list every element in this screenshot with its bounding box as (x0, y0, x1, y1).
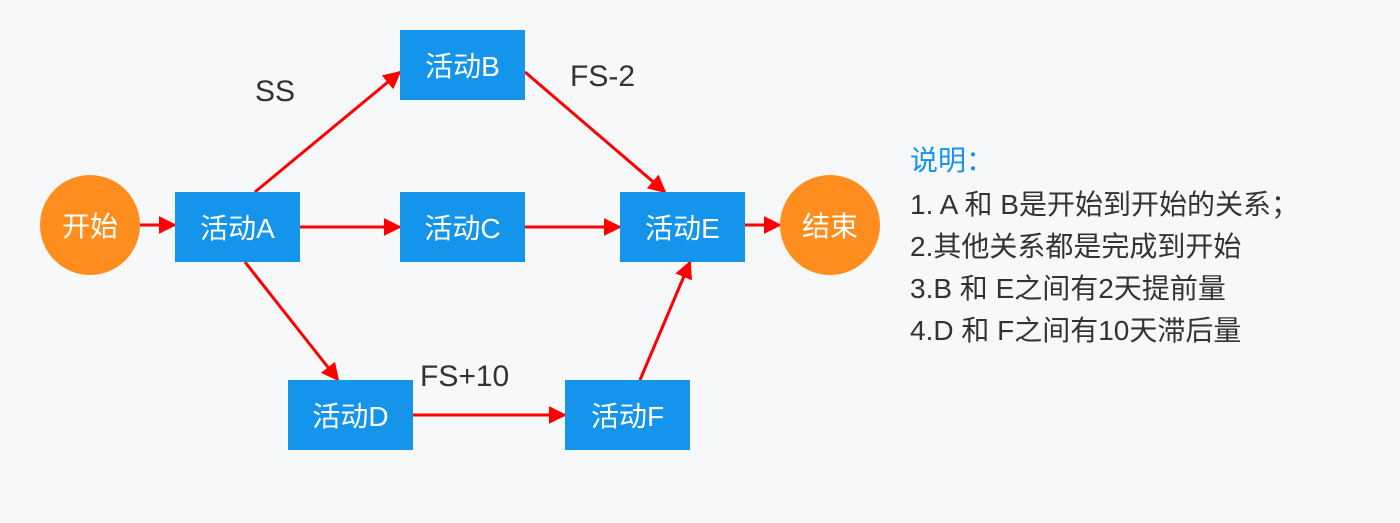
edge-label-fs-minus-2: FS-2 (570, 60, 635, 94)
node-activity-f-label: 活动F (591, 395, 664, 435)
notes-block: 说明： 1. A 和 B是开始到开始的关系； 2.其他关系都是完成到开始 3.B… (910, 140, 1299, 352)
notes-title: 说明： (910, 140, 1299, 182)
node-activity-f: 活动F (565, 380, 690, 450)
node-activity-e: 活动E (620, 192, 745, 262)
node-end-label: 结束 (802, 205, 858, 245)
notes-item-2: 2.其他关系都是完成到开始 (910, 226, 1299, 268)
node-activity-b-label: 活动B (425, 45, 500, 85)
diagram-canvas: 开始 结束 活动A 活动B 活动C 活动D 活动E 活动F SS FS-2 FS… (0, 0, 1400, 523)
node-activity-d-label: 活动D (312, 395, 388, 435)
node-activity-d: 活动D (288, 380, 413, 450)
notes-item-1: 1. A 和 B是开始到开始的关系； (910, 184, 1299, 226)
node-activity-a: 活动A (175, 192, 300, 262)
notes-item-4: 4.D 和 F之间有10天滞后量 (910, 310, 1299, 352)
node-start-label: 开始 (62, 205, 118, 245)
node-start: 开始 (40, 175, 140, 275)
node-activity-c-label: 活动C (424, 207, 500, 247)
edge-label-ss: SS (255, 75, 295, 109)
notes-item-3: 3.B 和 E之间有2天提前量 (910, 268, 1299, 310)
edge-label-fs-plus-10: FS+10 (420, 360, 509, 394)
node-activity-c: 活动C (400, 192, 525, 262)
node-end: 结束 (780, 175, 880, 275)
node-activity-b: 活动B (400, 30, 525, 100)
node-activity-a-label: 活动A (200, 207, 275, 247)
node-activity-e-label: 活动E (645, 207, 720, 247)
